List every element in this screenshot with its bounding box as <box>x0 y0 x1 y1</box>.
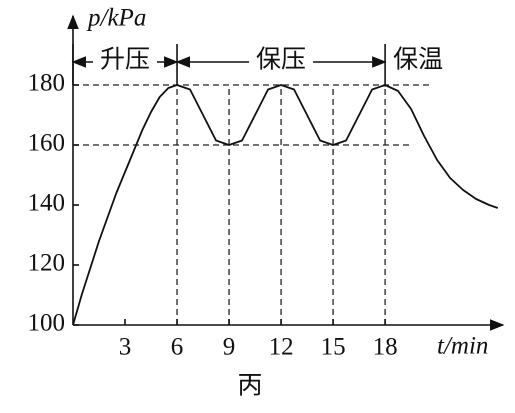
x-axis-label: t/min <box>437 333 488 360</box>
y-tick-label: 180 <box>28 70 66 97</box>
x-tick-label: 6 <box>171 334 184 361</box>
y-tick-label: 100 <box>28 310 66 337</box>
label-bg <box>93 47 158 77</box>
x-tick-label: 15 <box>321 334 346 361</box>
phase-label: 保温 <box>393 46 443 74</box>
line <box>72 84 499 326</box>
y-tick-label: 160 <box>28 130 66 157</box>
y-axis-label: p/kPa <box>86 5 146 32</box>
x-tick-label: 12 <box>269 334 294 361</box>
x-tick-label: 3 <box>119 334 132 361</box>
x-tick-label: 18 <box>373 334 398 361</box>
y-tick-label: 120 <box>28 250 66 277</box>
x-tick-label: 9 <box>223 334 236 361</box>
y-tick-label: 140 <box>28 190 66 217</box>
caption: 丙 <box>237 373 262 400</box>
phase-label: 升压 <box>100 46 150 74</box>
phase-label: 保压 <box>256 46 306 74</box>
label-bg <box>249 47 314 77</box>
